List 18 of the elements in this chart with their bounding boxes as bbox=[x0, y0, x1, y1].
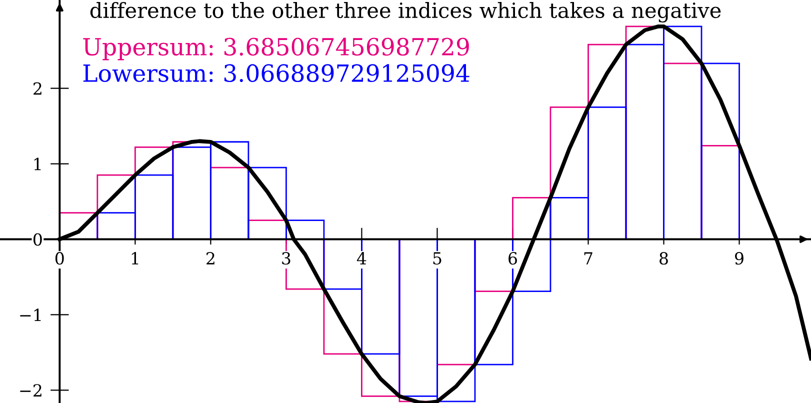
x-tick-label: 0 bbox=[55, 252, 64, 265]
x-tick-label: 9 bbox=[735, 252, 744, 265]
x-tick-label: 8 bbox=[660, 252, 668, 265]
y-tick-label: −1 bbox=[20, 308, 41, 322]
x-tick-label: 6 bbox=[508, 252, 517, 265]
text: Uppersum: 3.685067456987729 bbox=[83, 38, 469, 60]
annotation: difference to the other three indices which takes a negative bbox=[90, 2, 721, 22]
x-tick-label: 1 bbox=[132, 252, 138, 264]
x-tick-label: 5 bbox=[433, 252, 442, 265]
x-tick-label: 4 bbox=[356, 252, 366, 264]
x-tick-label: 3 bbox=[282, 252, 290, 265]
text: Lowersum: 3.066889729125094 bbox=[83, 64, 470, 82]
y-tick-label: −2 bbox=[20, 384, 42, 396]
x-tick-label: 7 bbox=[584, 252, 592, 264]
x-tick-label: 2 bbox=[206, 252, 214, 264]
y-tick-label: 1 bbox=[34, 158, 41, 170]
y-tick-label: 0 bbox=[33, 233, 42, 246]
y-tick-label: 2 bbox=[34, 82, 42, 95]
